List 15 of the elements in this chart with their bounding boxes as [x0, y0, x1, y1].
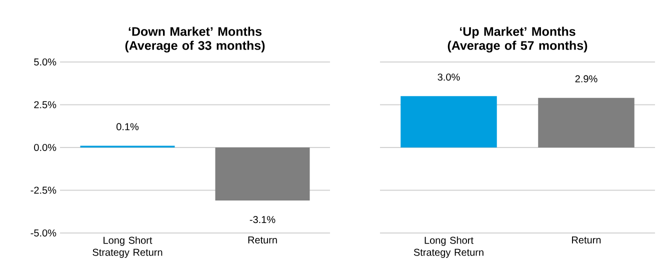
data-label: 3.0%: [438, 74, 460, 81]
y-tick-label: -5.0%: [30, 229, 56, 237]
data-label: 0.1%: [116, 123, 139, 130]
data-label: -3.1%: [250, 216, 276, 224]
x-tick-label: Return: [248, 236, 277, 244]
x-tick-label: Long Short Strategy Return: [92, 236, 162, 258]
y-tick-label: 0.0%: [34, 144, 56, 152]
chart-title: ‘Up Market’ Months (Average of 57 months): [448, 26, 588, 52]
x-tick-label: Return: [572, 236, 601, 244]
data-label: 2.9%: [575, 75, 598, 82]
y-tick-label: -2.5%: [30, 186, 56, 194]
x-tick-label: Long Short Strategy Return: [414, 236, 484, 258]
y-tick-label: 2.5%: [34, 101, 56, 108]
y-tick-label: 5.0%: [34, 58, 56, 66]
chart-title: ‘Down Market’ Months (Average of 33 months): [125, 26, 265, 52]
